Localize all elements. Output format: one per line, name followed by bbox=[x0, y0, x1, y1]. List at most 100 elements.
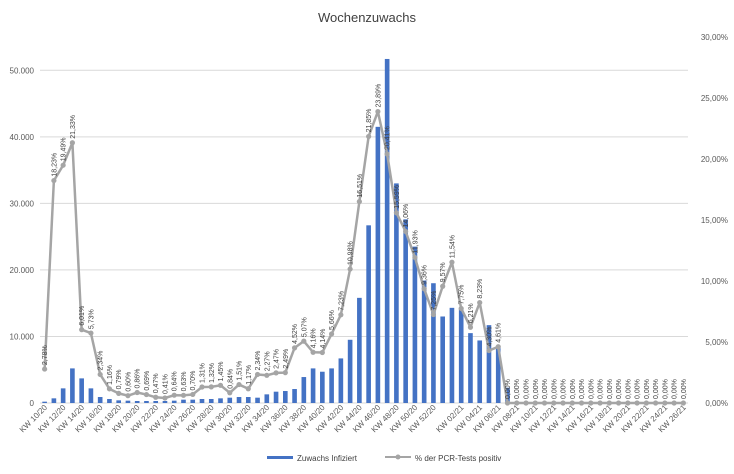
right-axis-ticks: 0,00% 5,00% 10,00% 15,00% 20,00% 25,00% 30,00% bbox=[701, 33, 728, 408]
bar bbox=[218, 398, 223, 403]
line-point bbox=[597, 400, 603, 406]
bar bbox=[412, 246, 418, 403]
line-point bbox=[384, 151, 390, 157]
bar bbox=[301, 377, 307, 403]
line-point bbox=[375, 108, 381, 115]
line-point bbox=[291, 345, 298, 351]
line-point bbox=[421, 286, 427, 292]
line-point bbox=[254, 371, 261, 378]
data-label: 0,00% bbox=[570, 379, 577, 399]
line-point bbox=[467, 324, 474, 330]
bar bbox=[181, 399, 186, 403]
line-data-labels: 2,78%18,23%19,49%21,33%6,01% 5,73%2,34%1,… bbox=[42, 84, 688, 399]
data-label: 0,00% bbox=[588, 379, 595, 399]
data-label: 4,52% bbox=[292, 324, 299, 344]
data-label: 1,31% bbox=[200, 363, 207, 383]
bar bbox=[394, 183, 399, 403]
bar bbox=[116, 400, 121, 403]
bar bbox=[236, 397, 242, 403]
bar bbox=[431, 283, 436, 403]
data-label: 7,75% bbox=[459, 285, 466, 305]
bar bbox=[329, 368, 334, 403]
line-point bbox=[532, 400, 538, 406]
line-point bbox=[523, 400, 529, 406]
line-point bbox=[236, 381, 242, 388]
bar bbox=[273, 391, 279, 403]
line-point bbox=[588, 400, 594, 406]
line-point bbox=[366, 133, 372, 140]
data-label: 0,84% bbox=[227, 369, 234, 389]
bar bbox=[477, 340, 483, 403]
line-point bbox=[199, 384, 205, 390]
bar bbox=[338, 358, 344, 403]
line-point bbox=[403, 228, 409, 235]
line-point bbox=[88, 330, 94, 336]
bar bbox=[162, 401, 168, 403]
line-point bbox=[541, 400, 548, 406]
line-point bbox=[116, 390, 122, 396]
data-label: 9,57% bbox=[440, 262, 447, 282]
data-label: 0,70% bbox=[190, 371, 197, 391]
data-label: 0,00% bbox=[616, 379, 623, 399]
bar bbox=[125, 400, 131, 403]
line-point bbox=[578, 400, 585, 406]
line-point bbox=[430, 311, 437, 318]
line-point bbox=[79, 327, 85, 333]
data-label: 6,21% bbox=[468, 303, 475, 323]
data-label: 0,00% bbox=[514, 379, 521, 399]
data-label: 2,27% bbox=[264, 351, 271, 371]
legend-swatch-bars bbox=[267, 456, 293, 459]
data-label: 5,07% bbox=[301, 317, 308, 337]
data-label: 7,23% bbox=[338, 291, 345, 311]
bar bbox=[495, 346, 501, 403]
legend-label-line: % der PCR-Tests positiv bbox=[415, 454, 501, 463]
line-point bbox=[412, 254, 418, 261]
left-axis-ticks: 0 10.000 20.000 30.000 40.000 50.000 bbox=[10, 66, 35, 408]
data-label: 0,00% bbox=[533, 379, 540, 399]
bar bbox=[60, 388, 66, 403]
data-label: 23,89% bbox=[375, 84, 382, 108]
bar bbox=[42, 401, 47, 403]
data-label: 9,36% bbox=[422, 265, 429, 285]
data-label: 0,00% bbox=[607, 379, 614, 399]
line-point bbox=[514, 400, 520, 406]
data-label: 18,23% bbox=[51, 153, 58, 177]
bar bbox=[486, 325, 492, 403]
bar bbox=[449, 307, 455, 403]
bar bbox=[97, 397, 103, 403]
line-point bbox=[347, 266, 353, 272]
y-right-tick-label: 15,00% bbox=[701, 216, 728, 225]
legend-label-bars: Zuwachs Infiziert bbox=[297, 454, 358, 463]
y-right-tick-label: 20,00% bbox=[701, 155, 728, 164]
line-point bbox=[643, 400, 649, 406]
line-point bbox=[273, 370, 279, 376]
line-point bbox=[329, 331, 335, 337]
bar bbox=[283, 391, 288, 403]
data-label: 16,51% bbox=[357, 174, 364, 198]
data-label: 5,73% bbox=[88, 309, 95, 329]
bar bbox=[208, 399, 214, 403]
line-point bbox=[393, 210, 399, 216]
bar bbox=[458, 308, 464, 403]
data-label: 2,47% bbox=[274, 349, 281, 369]
line-point bbox=[69, 140, 75, 146]
line-point bbox=[606, 400, 612, 406]
data-label: 4,61% bbox=[496, 323, 503, 343]
data-label: 4,30% bbox=[486, 327, 493, 347]
data-label: 2,78% bbox=[42, 345, 49, 365]
line-point bbox=[680, 400, 686, 406]
line-point bbox=[560, 400, 566, 406]
data-label: 4,16% bbox=[311, 328, 318, 348]
y-right-tick-label: 0,00% bbox=[705, 399, 728, 408]
data-label: 21,33% bbox=[70, 115, 77, 139]
y-left-tick-label: 30.000 bbox=[10, 199, 35, 208]
data-label: 1,32% bbox=[209, 363, 216, 383]
line-point bbox=[143, 391, 150, 398]
bar bbox=[79, 378, 84, 403]
bar bbox=[403, 219, 408, 403]
gridlines bbox=[40, 69, 688, 404]
line-point bbox=[504, 400, 511, 406]
data-label: 2,34% bbox=[255, 351, 262, 371]
line-point bbox=[162, 395, 168, 401]
